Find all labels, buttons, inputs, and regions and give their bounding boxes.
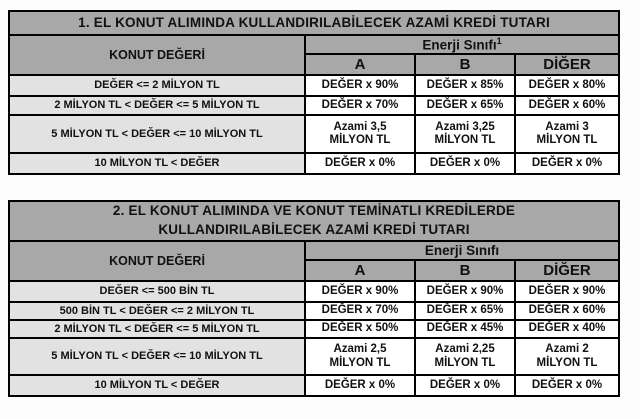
table1-row2-value-a: DEĞER x 70% (304, 95, 416, 117)
table2-row2-value-other: DEĞER x 60% (513, 301, 621, 322)
table1-row1-value-b: DEĞER x 85% (414, 74, 516, 98)
table2-row5-value-b: DEĞER x 0% (414, 374, 516, 398)
table1-column-b: B (414, 53, 516, 77)
table2-row4-value-a: Azami 2,5 MİLYON TL (304, 337, 416, 377)
table2-row5-value-a: DEĞER x 0% (304, 374, 416, 398)
table-row: 10 MİLYON TL < DEĞER DEĞER x 0% DEĞER x … (8, 374, 621, 398)
table2-title: 2. EL KONUT ALIMINDA VE KONUT TEMİNATLI … (7, 200, 621, 243)
table2-energy-class-header: Enerji Sınıfı (303, 240, 621, 262)
table-second-hand-housing: 2. EL KONUT ALIMINDA VE KONUT TEMİNATLI … (7, 200, 621, 398)
table2-row1-label: DEĞER <= 500 BİN TL (8, 280, 306, 304)
table1-row1-value-a: DEĞER x 90% (304, 74, 416, 98)
table2-row3-value-b: DEĞER x 45% (414, 319, 516, 340)
table-row: 2 MİLYON TL < DEĞER <= 5 MİLYON TL DEĞER… (8, 95, 621, 117)
table2-corner-header: KONUT DEĞERİ (8, 240, 306, 283)
table1-row4-label: 10 MİLYON TL < DEĞER (8, 152, 306, 176)
table1-column-a: A (304, 53, 416, 77)
table-row: DEĞER <= 500 BİN TL DEĞER x 90% DEĞER x … (8, 280, 621, 304)
table2-row2-label: 500 BİN TL < DEĞER <= 2 MİLYON TL (8, 301, 306, 322)
table-row: 500 BİN TL < DEĞER <= 2 MİLYON TL DEĞER … (8, 301, 621, 322)
table-first-hand-housing: 1. EL KONUT ALIMINDA KULLANDIRILABİLECEK… (7, 10, 621, 176)
table-row: 5 MİLYON TL < DEĞER <= 10 MİLYON TL Azam… (8, 114, 621, 155)
table2-row3-label: 2 MİLYON TL < DEĞER <= 5 MİLYON TL (8, 319, 306, 340)
table-row: DEĞER <= 2 MİLYON TL DEĞER x 90% DEĞER x… (8, 74, 621, 98)
table1-column-other: DİĞER (513, 53, 621, 77)
table2-row3-value-other: DEĞER x 40% (513, 319, 621, 340)
table1-row3-label: 5 MİLYON TL < DEĞER <= 10 MİLYON TL (8, 114, 306, 155)
table1-corner-header: KONUT DEĞERİ (8, 33, 306, 77)
table2-row1-value-other: DEĞER x 90% (513, 280, 621, 304)
table2-row2-value-a: DEĞER x 70% (304, 301, 416, 322)
table1-row2-value-b: DEĞER x 65% (414, 95, 516, 117)
table1-energy-class-footnote-mark: 1 (496, 36, 502, 46)
table-row: 2 MİLYON TL < DEĞER <= 5 MİLYON TL DEĞER… (8, 319, 621, 340)
table1-energy-class-label: Enerji Sınıfı (422, 37, 497, 53)
table2-row5-value-other: DEĞER x 0% (513, 374, 621, 398)
table2-column-a: A (304, 259, 416, 283)
table2-column-b: B (414, 259, 516, 283)
table-separator (8, 175, 640, 200)
table2-row4-value-other: Azami 2 MİLYON TL (513, 337, 621, 377)
table2-row1-value-b: DEĞER x 90% (414, 280, 516, 304)
table1-row2-label: 2 MİLYON TL < DEĞER <= 5 MİLYON TL (8, 95, 306, 117)
table2-column-other: DİĞER (513, 259, 621, 283)
table1-row4-value-other: DEĞER x 0% (513, 152, 621, 176)
table2-row2-value-b: DEĞER x 65% (414, 301, 516, 322)
table1-row3-value-b: Azami 3,25 MİLYON TL (414, 114, 516, 155)
table1-row1-label: DEĞER <= 2 MİLYON TL (8, 74, 306, 98)
table2-row1-value-a: DEĞER x 90% (304, 280, 416, 304)
document-page: 1. EL KONUT ALIMINDA KULLANDIRILABİLECEK… (7, 10, 640, 398)
table1-energy-class-header: Enerji Sınıfı1 (303, 33, 621, 56)
table2-energy-class-label: Enerji Sınıfı (424, 242, 500, 258)
table2-row3-value-a: DEĞER x 50% (304, 319, 416, 340)
table1-row4-value-a: DEĞER x 0% (304, 152, 416, 176)
table2-row4-value-b: Azami 2,25 MİLYON TL (414, 337, 516, 377)
table1-row3-value-other: Azami 3 MİLYON TL (513, 114, 621, 155)
table2-row5-label: 10 MİLYON TL < DEĞER (8, 374, 306, 398)
table-row: 10 MİLYON TL < DEĞER DEĞER x 0% DEĞER x … (8, 152, 621, 176)
table1-row3-value-a: Azami 3,5 MİLYON TL (304, 114, 416, 155)
table1-row4-value-b: DEĞER x 0% (414, 152, 516, 176)
table2-row4-label: 5 MİLYON TL < DEĞER <= 10 MİLYON TL (8, 337, 306, 377)
table1-row1-value-other: DEĞER x 80% (513, 74, 621, 98)
table1-row2-value-other: DEĞER x 60% (513, 95, 621, 117)
table1-title: 1. EL KONUT ALIMINDA KULLANDIRILABİLECEK… (7, 10, 621, 36)
table-row: 5 MİLYON TL < DEĞER <= 10 MİLYON TL Azam… (8, 337, 621, 377)
